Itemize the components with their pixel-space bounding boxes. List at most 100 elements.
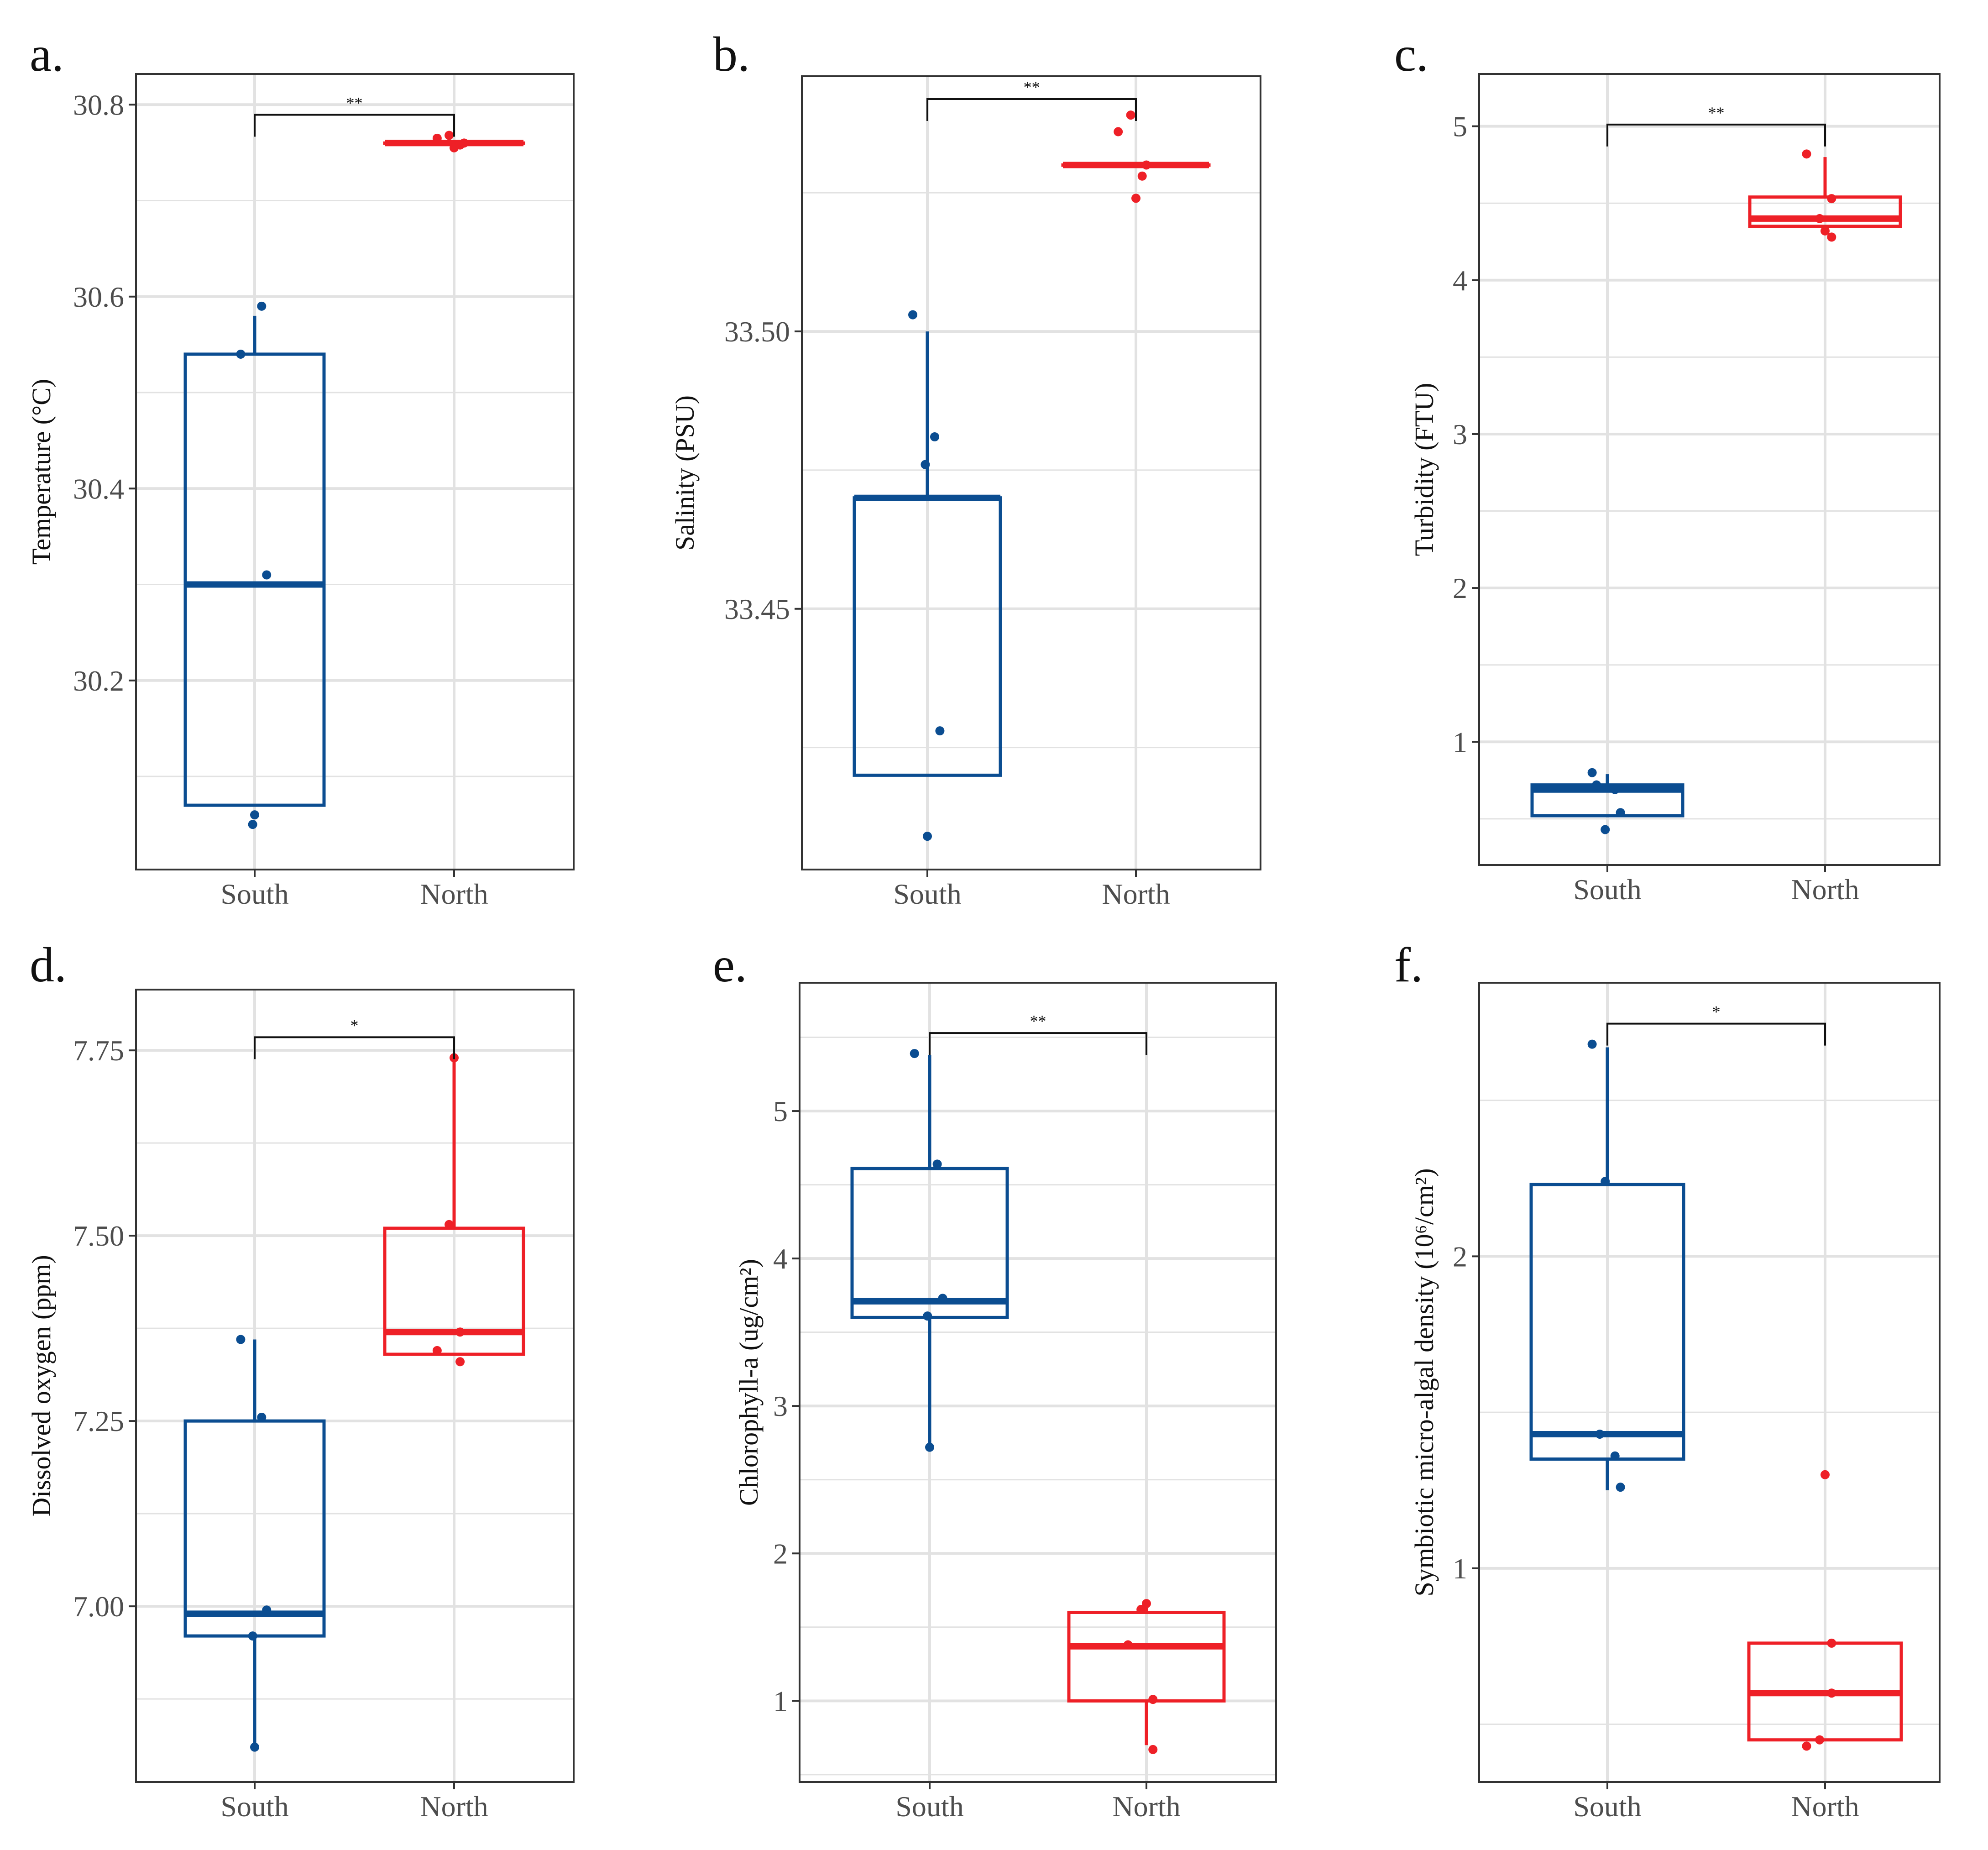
x-category-label: South [220,878,288,910]
y-tick-label: 30.2 [73,665,124,697]
data-point [1601,825,1610,834]
data-point [1595,1429,1605,1439]
data-point [262,570,272,580]
x-category-label: North [1112,1790,1180,1823]
box-north [383,1053,525,1367]
box-north [1747,1470,1903,1751]
y-tick-label: 1 [773,1685,788,1717]
significance-bracket [929,1032,1147,1055]
significance-label: * [351,1016,359,1034]
significance-label: * [1712,1003,1721,1021]
data-point [1148,1695,1158,1704]
panel-label: a. [30,27,64,82]
plot-frame [801,75,1261,870]
data-point [1616,808,1625,818]
data-point [1592,780,1601,790]
chart-panel-6: * 1 2 South North Symbiotic micro-algal densi… [1394,938,1941,1823]
box-north [383,131,525,152]
y-tick-label: 1 [1453,1552,1467,1585]
y-tick-label: 33.50 [724,315,790,348]
data-point [1610,785,1620,794]
data-point [1815,1735,1825,1745]
box-iqr [383,1226,525,1356]
y-tick-label: 33.45 [724,593,790,625]
significance-bracket [1606,1022,1826,1046]
x-category-label: South [1573,873,1641,906]
plot-frame [135,73,575,870]
data-point [248,1631,257,1641]
plot-frame [1478,73,1941,866]
box-iqr [1067,1610,1226,1703]
data-point [910,1049,919,1059]
significance-bracket [926,98,1137,121]
box-south [183,1335,326,1752]
data-point [459,138,469,148]
data-point [250,810,259,820]
chart-panel-4: * 7.00 7.25 7.50 7.75 South North Dissolved oxy… [26,938,575,1823]
box-north [1061,110,1211,203]
data-point [250,1742,259,1752]
significance-bracket [254,1036,455,1059]
data-point [1587,1039,1597,1049]
data-point [1821,1470,1830,1479]
y-axis-title: Dissolved oxygen (ppm) [26,1255,56,1517]
box-iqr [1530,783,1685,818]
data-point [1137,171,1147,181]
panel-label: f. [1394,938,1423,992]
data-point [432,133,442,143]
y-tick-label: 30.4 [73,472,124,505]
panel-label: b. [713,27,750,82]
box-south [850,1049,1009,1452]
significance-label: ** [1024,78,1040,96]
data-point [262,1605,272,1615]
x-category-label: South [220,1790,288,1823]
data-point [1802,1741,1811,1751]
data-point [1123,1640,1133,1650]
chart-panel-3: ** 1 2 3 4 5 South North Turbidity (FTU) c. [1394,27,1941,906]
x-category-label: North [1791,1790,1859,1823]
box-south [1529,1039,1685,1492]
y-tick-label: 1 [1453,726,1467,758]
data-point [923,1311,932,1321]
data-point [257,1413,267,1422]
data-point [1587,768,1597,777]
y-tick-label: 5 [1453,110,1467,143]
box-iqr [183,352,326,807]
significance-bracket [1606,123,1826,147]
significance-label: ** [346,94,363,112]
box-south [853,310,1002,841]
data-point [455,1327,465,1337]
panel-label: e. [713,938,747,992]
plot-frame [799,982,1277,1783]
y-axis-title: Turbidity (FTU) [1409,383,1439,556]
data-point [1827,1688,1836,1698]
y-tick-label: 5 [773,1095,788,1127]
y-tick-label: 3 [773,1390,788,1422]
data-point [236,349,246,359]
y-tick-label: 4 [773,1242,788,1275]
y-tick-label: 2 [1453,1240,1467,1273]
plot-frame [135,989,575,1783]
data-point [935,726,945,736]
data-point [455,1357,465,1367]
y-tick-label: 7.50 [73,1220,124,1252]
y-tick-label: 30.6 [73,281,124,313]
chart-panel-5: ** 1 2 3 4 5 South North Chlorophyll-a (ug/cm²) e… [713,938,1277,1823]
x-category-label: North [1102,878,1170,910]
x-category-label: North [420,878,488,910]
data-point [257,301,267,311]
data-point [1827,194,1836,204]
y-tick-label: 30.8 [73,89,124,121]
significance-bracket [254,114,455,137]
y-tick-label: 7.00 [73,1590,124,1623]
data-point [1126,110,1135,120]
panel-label: d. [30,938,67,992]
data-point [432,1346,442,1355]
y-axis-title: Symbiotic micro-algal density (10⁶/cm²) [1409,1168,1439,1596]
data-point [921,460,930,469]
box-north [1067,1599,1226,1754]
data-point [1827,232,1836,242]
chart-panel-2: ** 33.45 33.50 South North Salinity (PSU) b. [670,27,1261,910]
